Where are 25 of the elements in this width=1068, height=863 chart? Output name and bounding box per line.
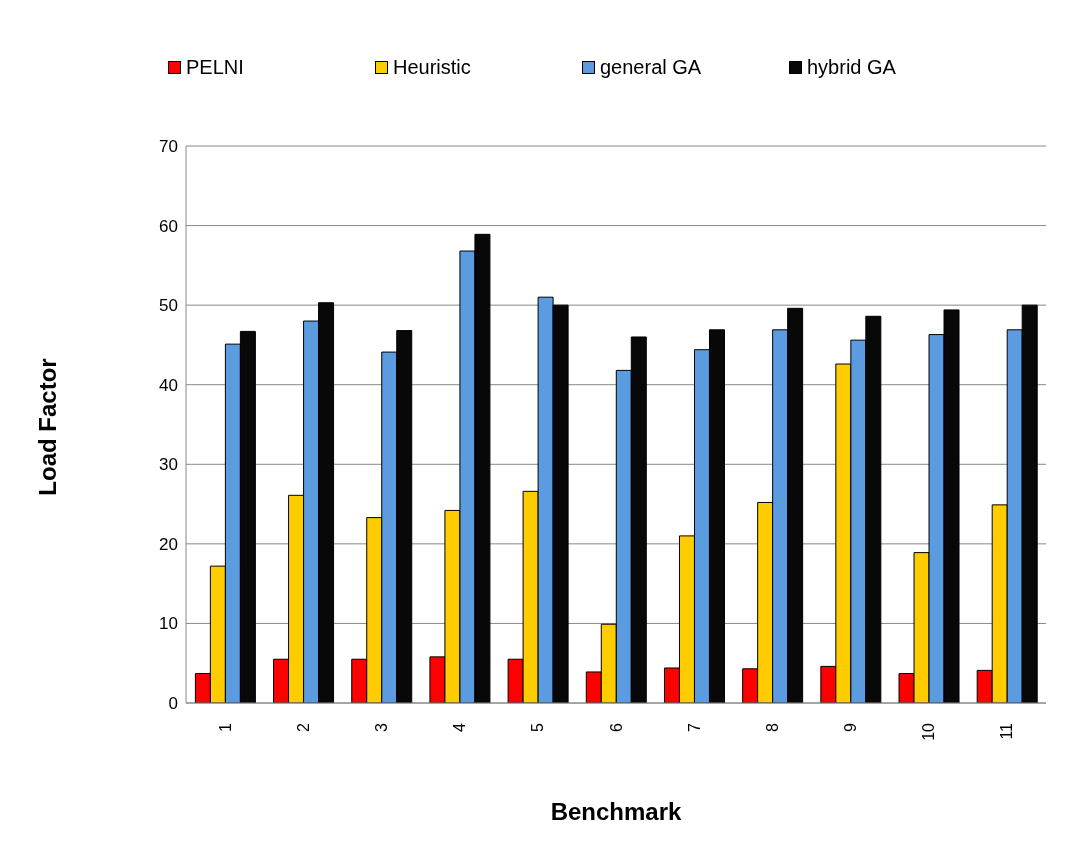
y-tick-label: 10 bbox=[159, 614, 178, 634]
legend-label: Heuristic bbox=[393, 56, 471, 79]
legend-label: general GA bbox=[600, 56, 702, 79]
legend-label: hybrid GA bbox=[807, 56, 896, 79]
x-tick-label: 4 bbox=[451, 722, 469, 732]
y-tick-label: 0 bbox=[168, 694, 178, 714]
y-tick-label: 60 bbox=[159, 216, 178, 236]
x-tick-label: 3 bbox=[372, 722, 390, 732]
x-tick-label: 2 bbox=[294, 722, 312, 732]
x-tick-label: 11 bbox=[998, 722, 1016, 740]
y-tick-label: 70 bbox=[159, 137, 178, 157]
x-tick-label: 8 bbox=[763, 722, 781, 732]
x-tick-label: 7 bbox=[685, 722, 703, 732]
y-tick-label: 50 bbox=[159, 296, 178, 316]
y-tick-label: 40 bbox=[159, 375, 178, 395]
x-tick-label: 6 bbox=[607, 722, 625, 732]
legend-label: PELNI bbox=[186, 56, 244, 79]
y-tick-label: 20 bbox=[159, 534, 178, 554]
y-tick-label: 30 bbox=[159, 455, 178, 475]
x-tick-label: 5 bbox=[529, 722, 547, 732]
x-tick-label: 9 bbox=[842, 722, 860, 732]
x-tick-label: 10 bbox=[920, 722, 938, 741]
x-tick-label: 1 bbox=[216, 722, 234, 732]
x-axis-title: Benchmark bbox=[549, 798, 683, 826]
y-axis-title: Load Factor bbox=[34, 358, 62, 496]
